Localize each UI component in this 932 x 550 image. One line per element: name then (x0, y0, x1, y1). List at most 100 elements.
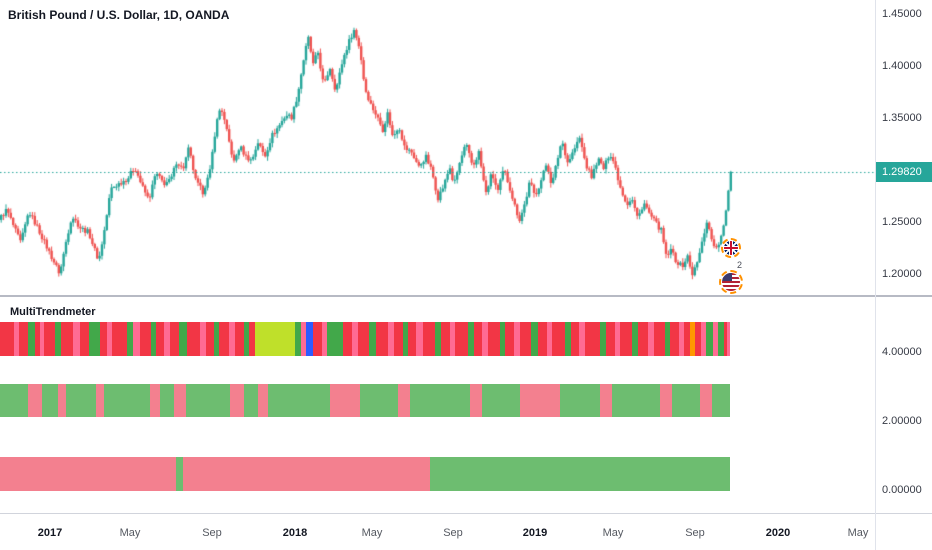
trend-segment (89, 322, 100, 356)
trend-segment (295, 322, 301, 356)
trend-segment (435, 322, 441, 356)
trend-segment (724, 322, 727, 356)
trend-segment (665, 322, 670, 356)
trend-segment (40, 322, 44, 356)
trend-segment (403, 322, 408, 356)
trend-segment (488, 322, 500, 356)
trend-segment (376, 322, 388, 356)
indicator-legend[interactable]: MultiTrendmeter (10, 306, 96, 318)
time-axis-year-label: 2019 (522, 527, 548, 539)
trend-segment (520, 384, 560, 417)
trend-segment (183, 457, 430, 491)
time-axis-month-label: May (602, 527, 624, 539)
us-flag-image (722, 273, 740, 291)
trend-segment (179, 322, 187, 356)
trend-segment (531, 322, 538, 356)
time-axis-divider (0, 513, 932, 514)
trend-segment (255, 322, 295, 356)
trend-segment (28, 384, 42, 417)
price-axis-tick: 1.45000 (882, 8, 922, 21)
trend-segment (258, 384, 268, 417)
trend-bar-row-3 (0, 457, 731, 491)
trend-segment (538, 322, 547, 356)
price-pane-canvas[interactable] (0, 0, 875, 296)
trend-segment (455, 322, 468, 356)
us-flag-icon[interactable] (719, 270, 743, 294)
trend-segment (672, 384, 700, 417)
trend-segment (150, 384, 160, 417)
price-axis[interactable]: 1.29820 1.45000 1.40000 1.35000 1.25000 1.20… (876, 0, 932, 513)
trend-segment (140, 322, 151, 356)
trend-segment (174, 384, 186, 417)
trend-segment (200, 322, 206, 356)
trend-segment (44, 322, 55, 356)
trend-segment (606, 322, 615, 356)
trend-segment (468, 322, 474, 356)
time-axis[interactable]: 2017 May Sep 2018 May Sep 2019 May Sep 2020 May (0, 514, 932, 550)
time-axis-year-label: 2018 (282, 527, 308, 539)
uk-flag-icon[interactable] (721, 238, 741, 258)
trend-segment (42, 384, 58, 417)
trend-segment (170, 322, 179, 356)
trend-segment (700, 384, 712, 417)
trend-segment (718, 322, 724, 356)
trend-segment (352, 322, 358, 356)
pane-divider[interactable] (0, 295, 932, 297)
trend-segment (0, 322, 14, 356)
trend-segment (679, 322, 684, 356)
time-axis-month-label: May (361, 527, 383, 539)
trend-segment (706, 322, 713, 356)
trend-segment (229, 322, 235, 356)
trend-segment (600, 384, 612, 417)
trend-segment (505, 322, 514, 356)
trend-segment (127, 322, 133, 356)
trend-segment (96, 384, 104, 417)
trend-segment (107, 322, 112, 356)
trend-segment (579, 322, 585, 356)
trend-segment (0, 457, 176, 491)
price-axis-tick: 1.20000 (882, 267, 922, 280)
trend-segment (28, 322, 35, 356)
trend-segment (244, 322, 249, 356)
trend-segment (600, 322, 606, 356)
time-axis-year-label: 2020 (765, 527, 791, 539)
trend-bar-row-1 (0, 322, 731, 356)
trend-segment (58, 384, 66, 417)
trend-segment (712, 384, 730, 417)
trend-segment (369, 322, 376, 356)
trend-segment (690, 322, 695, 356)
symbol-legend[interactable]: British Pound / U.S. Dollar, 1D, OANDA (8, 8, 230, 22)
trend-bar-row-2 (0, 384, 731, 417)
trend-segment (112, 322, 127, 356)
price-axis-tick: 1.25000 (882, 215, 922, 228)
trend-segment (470, 384, 482, 417)
trend-segment (55, 322, 61, 356)
trend-segment (80, 322, 89, 356)
trend-segment (670, 322, 679, 356)
trend-segment (684, 322, 690, 356)
trend-segment (615, 322, 620, 356)
trend-segment (423, 322, 435, 356)
trend-segment (100, 322, 107, 356)
trend-segment (612, 384, 660, 417)
trend-segment (394, 322, 403, 356)
trend-segment (230, 384, 244, 417)
time-axis-month-label: May (119, 527, 141, 539)
trend-segment (219, 322, 229, 356)
price-axis-tick: 1.40000 (882, 60, 922, 73)
trend-segment (560, 384, 600, 417)
trend-segment (214, 322, 219, 356)
trend-segment (360, 384, 398, 417)
trend-segment (313, 322, 322, 356)
trend-segment (306, 322, 313, 356)
indicator-axis-tick: 4.00000 (882, 346, 922, 358)
trend-segment (19, 322, 28, 356)
time-axis-month-label: Sep (685, 527, 705, 539)
trend-segment (520, 322, 531, 356)
trend-segment (654, 322, 665, 356)
trend-segment (186, 384, 230, 417)
trend-segment (410, 384, 470, 417)
time-axis-month-label: May (847, 527, 869, 539)
trend-segment (268, 384, 330, 417)
trend-segment (104, 384, 150, 417)
